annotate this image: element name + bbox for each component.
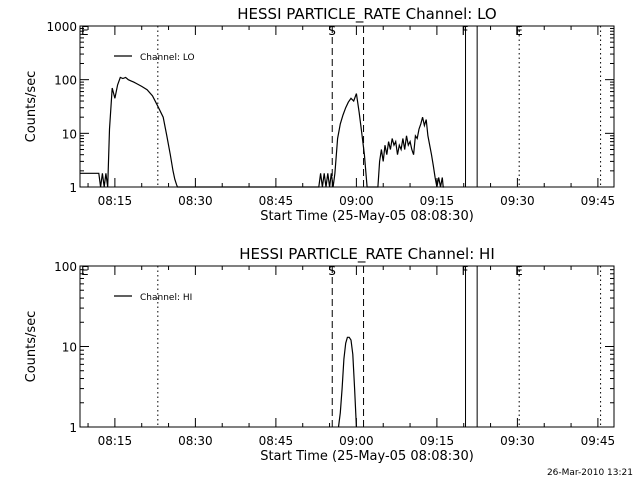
x-tick-label: 08:30 bbox=[178, 194, 213, 208]
data-line-0 bbox=[80, 76, 445, 188]
x-tick-label: 08:15 bbox=[98, 434, 133, 448]
y-tick-label: 100 bbox=[54, 260, 77, 274]
x-tick-label: 09:00 bbox=[339, 194, 374, 208]
chart-title: HESSI PARTICLE_RATE Channel: LO bbox=[237, 5, 496, 24]
y-tick-label: 10 bbox=[62, 341, 77, 355]
x-axis-label: Start Time (25-May-05 08:08:30) bbox=[260, 209, 474, 224]
event-marker-label: S bbox=[328, 264, 336, 278]
corner-label: E bbox=[81, 264, 89, 278]
x-tick-label: 08:45 bbox=[259, 194, 294, 208]
y-axis-label: Counts/sec bbox=[24, 311, 39, 383]
x-tick-label: 09:30 bbox=[500, 434, 535, 448]
x-tick-label: 08:30 bbox=[178, 434, 213, 448]
x-tick-label: 09:45 bbox=[581, 434, 616, 448]
x-tick-label: 08:15 bbox=[98, 194, 133, 208]
y-tick-label: 1 bbox=[69, 181, 77, 195]
x-tick-label: 09:15 bbox=[420, 434, 455, 448]
chart-title: HESSI PARTICLE_RATE Channel: HI bbox=[239, 245, 495, 264]
plot-frame bbox=[79, 265, 615, 428]
event-marker-label: F bbox=[462, 264, 469, 278]
corner-label: E bbox=[81, 24, 89, 38]
legend-entry: Channel: HI bbox=[140, 293, 192, 303]
y-axis-label: Counts/sec bbox=[24, 71, 39, 143]
plot-frame bbox=[79, 25, 615, 188]
event-marker-label: F bbox=[462, 24, 469, 38]
event-marker-label: S bbox=[328, 24, 336, 38]
x-tick-label: 09:45 bbox=[581, 194, 616, 208]
panel-hi: 08:15 08:30 08:45 09:00 09:15 09:30 09:45 1 10 10… bbox=[24, 245, 615, 464]
date-stamp: 26-Mar-2010 13:21 bbox=[547, 468, 633, 478]
panel-lo: 08:15 08:30 08:45 09:00 09:15 09:30 09:45 1 10 10… bbox=[24, 5, 615, 224]
event-marker-label: E bbox=[515, 264, 523, 278]
x-tick-label: 09:30 bbox=[500, 194, 535, 208]
x-tick-label: 09:00 bbox=[339, 434, 374, 448]
y-tick-label: 10 bbox=[62, 127, 77, 141]
legend-entry: Channel: LO bbox=[140, 53, 195, 63]
y-tick-label: 1000 bbox=[46, 20, 77, 34]
y-tick-label: 1 bbox=[69, 421, 77, 435]
event-marker-label: E bbox=[515, 24, 523, 38]
x-tick-label: 08:45 bbox=[259, 434, 294, 448]
y-tick-label: 100 bbox=[54, 74, 77, 88]
x-axis-label: Start Time (25-May-05 08:08:30) bbox=[260, 449, 474, 464]
x-tick-label: 09:15 bbox=[420, 194, 455, 208]
data-line-0 bbox=[337, 336, 357, 428]
